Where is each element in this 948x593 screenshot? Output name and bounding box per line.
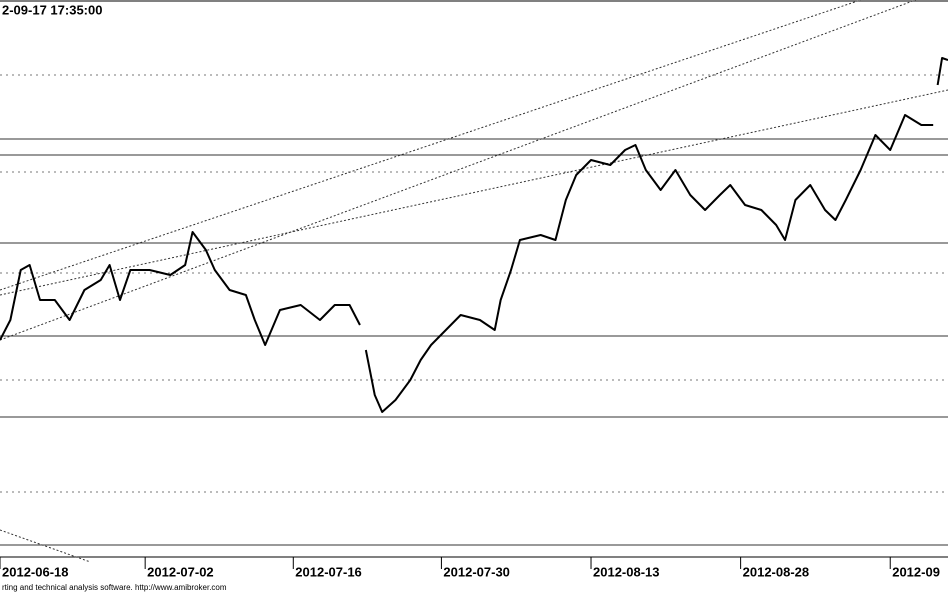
x-tick-label: 2012-06-18: [2, 564, 69, 579]
trend-line: [0, 89, 948, 296]
trend-line: [0, 0, 861, 291]
x-tick-label: 2012-09: [892, 564, 940, 579]
x-tick-label: 2012-07-16: [295, 564, 362, 579]
x-tick-label: 2012-08-28: [743, 564, 810, 579]
x-tick-label: 2012-07-02: [147, 564, 214, 579]
chart-title: 2-09-17 17:35:00: [2, 2, 102, 17]
x-tick-label: 2012-08-13: [593, 564, 660, 579]
price-line: [0, 57, 948, 413]
caption: rting and technical analysis software. h…: [2, 583, 227, 592]
trend-line: [0, 0, 916, 341]
x-tick-label: 2012-07-30: [443, 564, 510, 579]
